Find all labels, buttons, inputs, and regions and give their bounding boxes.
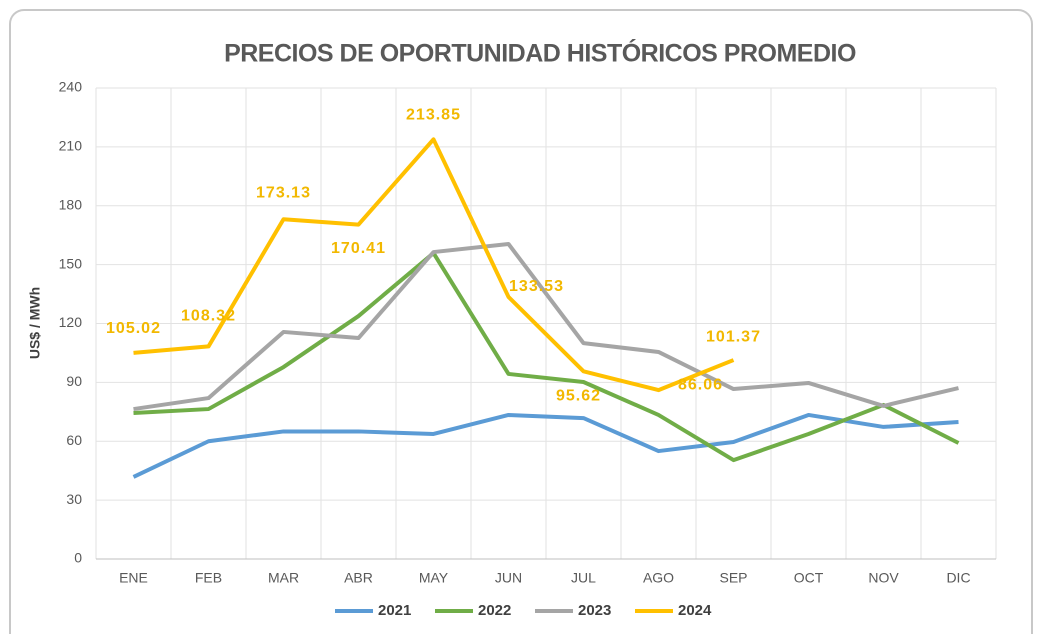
x-tick-label: NOV [868,570,899,586]
x-tick-label: JUL [571,570,596,586]
line-series [133,251,960,463]
data-label: 213.85 [406,107,461,124]
legend-label: 2024 [678,602,712,619]
y-tick-label: 30 [66,491,82,507]
card [9,9,1033,634]
y-tick-label: 60 [66,432,82,448]
line-series [133,137,735,393]
data-label: 108.32 [181,308,236,325]
x-tick-label: ABR [344,570,373,586]
x-tick-label: SEP [719,570,747,586]
x-tick-label: JUN [495,570,522,586]
y-tick-label: 210 [59,138,83,154]
x-tick-label: MAR [268,570,299,586]
y-tick-label: 120 [59,314,83,330]
y-axis-label: US$ / MWh [27,287,43,359]
line-series [133,242,959,412]
legend-label: 2022 [478,602,511,619]
data-label: 95.62 [556,388,601,405]
legend-label: 2021 [378,602,411,619]
y-tick-label: 0 [74,550,82,566]
data-label: 86.06 [678,376,723,393]
x-tick-label: DIC [946,570,970,586]
legend-label: 2023 [578,602,611,619]
y-tick-label: 240 [59,79,83,95]
y-tick-label: 150 [59,255,83,271]
data-label: 133.53 [509,278,564,295]
data-label: 170.41 [331,240,386,257]
chart-title: PRECIOS DE OPORTUNIDAD HISTÓRICOS PROMED… [224,38,856,68]
data-label: 173.13 [256,184,311,201]
y-tick-label: 90 [66,373,82,389]
line-series [132,412,959,479]
x-tick-label: MAY [419,570,449,586]
x-tick-label: FEB [195,570,222,586]
data-label: 101.37 [706,328,761,345]
data-label: 105.02 [106,320,161,337]
x-tick-label: ENE [119,570,148,586]
y-tick-label: 180 [59,196,83,212]
x-tick-label: OCT [794,570,824,586]
x-tick-label: AGO [643,570,674,586]
